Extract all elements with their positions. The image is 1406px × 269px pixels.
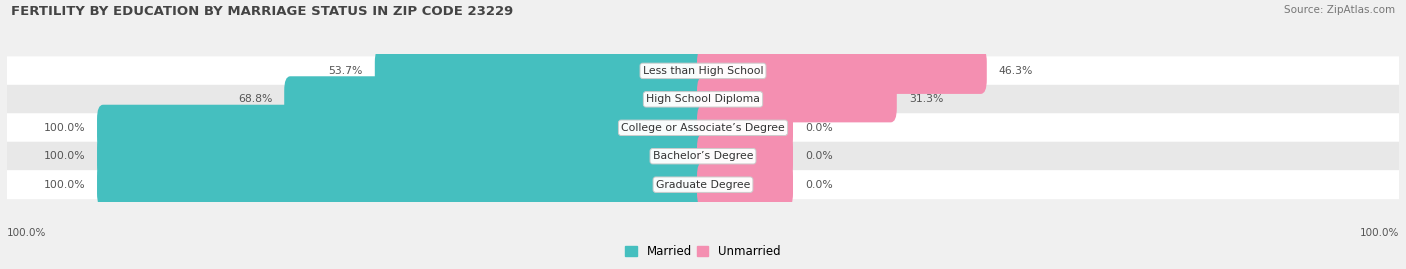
Text: 68.8%: 68.8% bbox=[238, 94, 273, 104]
Text: Graduate Degree: Graduate Degree bbox=[655, 180, 751, 190]
Text: 0.0%: 0.0% bbox=[806, 151, 832, 161]
Text: 0.0%: 0.0% bbox=[806, 180, 832, 190]
FancyBboxPatch shape bbox=[7, 113, 1399, 142]
Text: Less than High School: Less than High School bbox=[643, 66, 763, 76]
FancyBboxPatch shape bbox=[97, 133, 709, 179]
Text: 46.3%: 46.3% bbox=[998, 66, 1033, 76]
Text: FERTILITY BY EDUCATION BY MARRIAGE STATUS IN ZIP CODE 23229: FERTILITY BY EDUCATION BY MARRIAGE STATU… bbox=[11, 5, 513, 18]
FancyBboxPatch shape bbox=[697, 76, 897, 122]
FancyBboxPatch shape bbox=[97, 162, 709, 208]
Text: 0.0%: 0.0% bbox=[806, 123, 832, 133]
Legend: Married, Unmarried: Married, Unmarried bbox=[626, 245, 780, 258]
Text: 100.0%: 100.0% bbox=[1360, 228, 1399, 238]
Text: College or Associate’s Degree: College or Associate’s Degree bbox=[621, 123, 785, 133]
Text: 100.0%: 100.0% bbox=[7, 228, 46, 238]
FancyBboxPatch shape bbox=[697, 162, 793, 208]
Text: 100.0%: 100.0% bbox=[44, 123, 84, 133]
Text: Source: ZipAtlas.com: Source: ZipAtlas.com bbox=[1284, 5, 1395, 15]
FancyBboxPatch shape bbox=[97, 105, 709, 151]
Text: 53.7%: 53.7% bbox=[329, 66, 363, 76]
FancyBboxPatch shape bbox=[7, 56, 1399, 85]
FancyBboxPatch shape bbox=[284, 76, 709, 122]
Text: 100.0%: 100.0% bbox=[44, 151, 84, 161]
FancyBboxPatch shape bbox=[697, 105, 793, 151]
Text: High School Diploma: High School Diploma bbox=[647, 94, 759, 104]
FancyBboxPatch shape bbox=[7, 142, 1399, 171]
FancyBboxPatch shape bbox=[7, 170, 1399, 199]
Text: 100.0%: 100.0% bbox=[44, 180, 84, 190]
Text: Bachelor’s Degree: Bachelor’s Degree bbox=[652, 151, 754, 161]
FancyBboxPatch shape bbox=[697, 133, 793, 179]
FancyBboxPatch shape bbox=[375, 48, 709, 94]
FancyBboxPatch shape bbox=[7, 85, 1399, 114]
Text: 31.3%: 31.3% bbox=[908, 94, 943, 104]
FancyBboxPatch shape bbox=[697, 48, 987, 94]
